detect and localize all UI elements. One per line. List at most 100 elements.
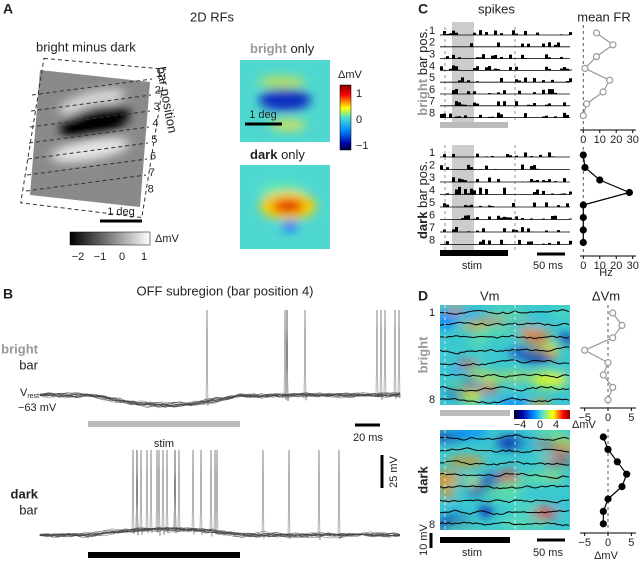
spike-bin [536,168,539,170]
spike-bin [443,69,446,71]
axis-label: ΔmV [594,550,619,562]
axis-label: Hz [599,267,612,279]
spike-bin [569,32,572,35]
spike-bin [527,43,530,47]
spike-bin [458,69,461,71]
spike-bin [500,33,503,35]
row-label: 2 [429,159,435,171]
blob [499,396,528,405]
spike-bin [503,90,506,94]
spike-bin [560,68,563,71]
spike-bin [557,205,560,207]
spike-bin [563,102,566,106]
spike-bin [533,192,536,195]
spike-bin [452,65,455,71]
panel-title: OFF subregion (bar position 4) [136,283,313,298]
spike-bin [443,113,446,118]
spike-bin [533,180,536,182]
traces [39,309,401,409]
spike-bin [452,177,455,182]
vm-trace [440,309,570,315]
tick-label: 5 [628,537,634,549]
stim-label: stim [462,260,482,272]
spike-bin [569,191,572,195]
scale-label: 50 ms [533,547,563,559]
spike-bin [509,217,512,220]
spike-bin [551,193,554,195]
data-point [609,309,617,317]
trace [39,449,401,538]
blob [449,367,464,375]
spike-bin [497,69,500,71]
spike-bin [443,229,446,232]
spike-bin [509,155,512,157]
spike-bin [557,241,560,245]
spike-bin [527,241,530,245]
spike-bin [485,156,488,157]
vm-trace [440,484,570,490]
spike-bin [482,239,485,245]
heatmap [440,430,570,530]
subtitle: bright minus dark [36,39,136,54]
spike-bin [458,80,461,83]
spike-bin [530,166,533,170]
blob [440,315,457,330]
row-label: 2 [429,37,435,49]
spike-bin [512,202,515,207]
trace [39,449,401,540]
spike-bin [512,229,515,232]
spike-bin [563,67,566,71]
colorbar-tick: 0 [537,419,543,431]
spike-bin [560,193,563,195]
row-label: 8 [429,108,435,120]
data-point [599,88,607,96]
spike-bin [533,202,536,207]
spike-bin [506,154,509,157]
row-label: 4 [429,184,435,196]
spike-bin [539,154,542,157]
scale-label: 25 mV [388,455,400,487]
data-point [625,188,634,197]
spike-bin [515,79,518,83]
blob [550,305,570,318]
tuning-plots: 0 10 20 30 0 10 20 30 −5 0 5 −5 0 5 [578,25,639,549]
spike-bin [497,215,500,220]
tick-label: 20 [610,260,622,272]
spike-bin [503,187,506,195]
axis-label: bright bar pos. [415,28,430,115]
spike-bin [500,77,503,83]
spike-bin [557,230,560,232]
spike-bin [464,104,467,106]
spike-bin [452,153,455,157]
spike-bin [479,114,482,118]
spike-bin [476,230,479,232]
spike-bin [452,54,455,59]
axis-label: dark bar pos. [415,161,430,239]
spike-bin [554,92,557,94]
spike-bin [494,30,497,35]
spike-bin [530,241,533,245]
row-label: 6 [429,84,435,96]
spike-bin [452,229,455,232]
vm-trace [440,509,570,516]
traces [39,449,401,541]
spike-bin [500,56,503,59]
vm-trace [440,346,570,355]
trace [39,449,401,539]
spike-bin [485,165,488,170]
spike-bin [524,77,527,83]
data-point [606,76,614,84]
data-point [609,334,617,342]
spike-bin [551,156,554,157]
data-point [579,111,587,120]
panel-letter: D [418,288,428,304]
panel-title: Vm [480,288,500,303]
vrest-label: Vrest [20,387,39,400]
stim-window [452,145,474,250]
spike-bin [491,55,494,59]
spike-bin [464,115,467,118]
spike-bin [548,68,551,71]
data-point [618,321,626,329]
spike-bin [488,240,491,245]
spike-bin [500,217,503,220]
